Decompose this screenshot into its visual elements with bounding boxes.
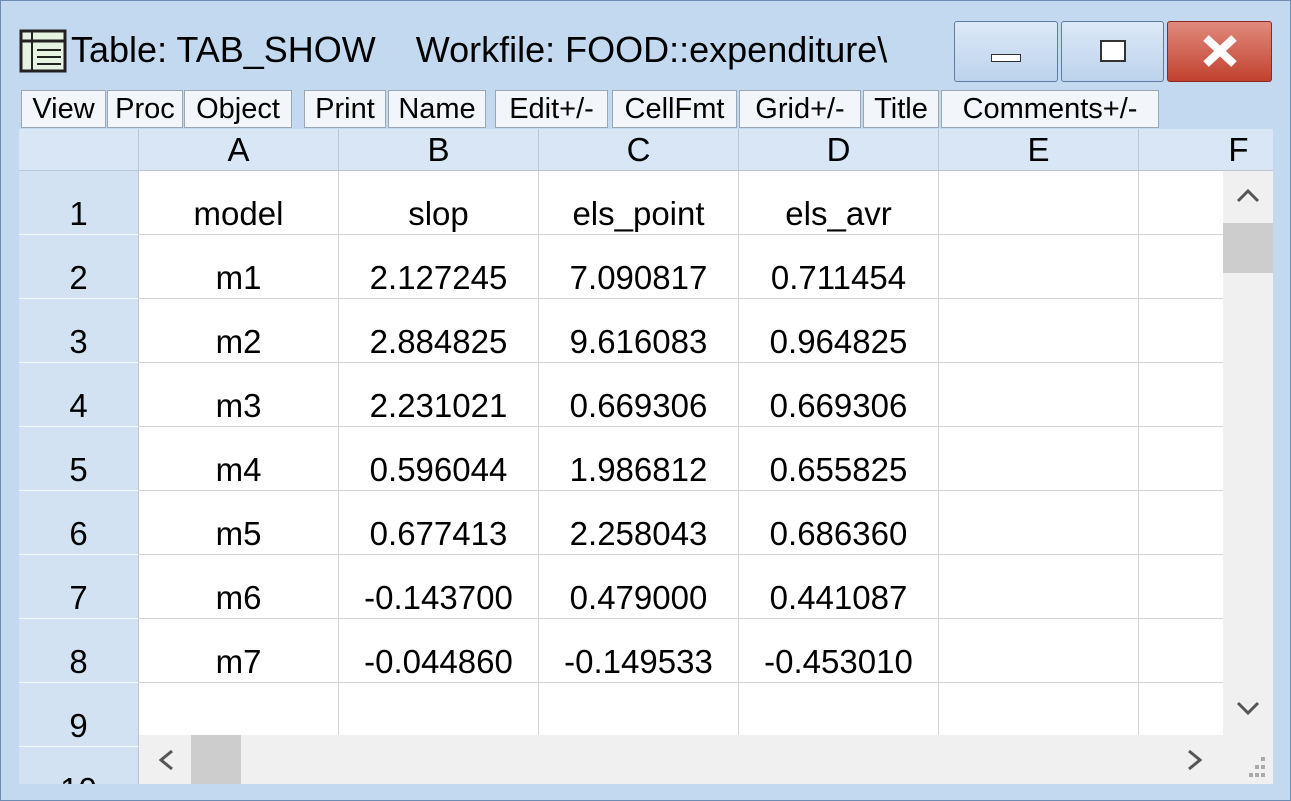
- toolbar-button[interactable]: Grid+/-: [739, 90, 861, 128]
- cell: 0.964825: [739, 299, 939, 363]
- row-header: 10: [19, 747, 139, 784]
- close-icon: [1168, 22, 1271, 81]
- cell: m2: [139, 299, 339, 363]
- cell: -0.044860: [339, 619, 539, 683]
- column-header: F: [1139, 129, 1273, 171]
- scroll-arrows[interactable]: [139, 735, 1223, 784]
- cell: 0.669306: [739, 363, 939, 427]
- corner-header: [19, 129, 139, 171]
- cell: 0.479000: [539, 555, 739, 619]
- cell: m6: [139, 555, 339, 619]
- cell: -0.149533: [539, 619, 739, 683]
- cell: 1.986812: [539, 427, 739, 491]
- cell: [939, 491, 1139, 555]
- toolbar-button[interactable]: Proc: [107, 90, 183, 128]
- row-header: 8: [19, 619, 139, 683]
- cell: m4: [139, 427, 339, 491]
- cell: 2.231021: [339, 363, 539, 427]
- cell: [939, 427, 1139, 491]
- row-header: 7: [19, 555, 139, 619]
- cell: 0.596044: [339, 427, 539, 491]
- toolbar-button[interactable]: Edit+/-: [495, 90, 608, 128]
- cell: 0.441087: [739, 555, 939, 619]
- cell: 0.655825: [739, 427, 939, 491]
- vertical-scrollbar[interactable]: [1223, 171, 1273, 735]
- toolbar-button[interactable]: View: [21, 90, 106, 128]
- cell: [939, 299, 1139, 363]
- window-title: Table: TAB_SHOW Workfile: FOOD::expendit…: [71, 29, 887, 71]
- row-header: 2: [19, 235, 139, 299]
- toolbar-button[interactable]: Comments+/-: [941, 90, 1159, 128]
- column-header: D: [739, 129, 939, 171]
- cell: 9.616083: [539, 299, 739, 363]
- column-header: A: [139, 129, 339, 171]
- cell: 0.677413: [339, 491, 539, 555]
- row-header: 9: [19, 683, 139, 747]
- cell: slop: [339, 171, 539, 235]
- cell: 0.669306: [539, 363, 739, 427]
- cell: [939, 363, 1139, 427]
- cell: 0.711454: [739, 235, 939, 299]
- spreadsheet-grid: ABCDEF 1modelslopels_pointels_avr 2m12.127…: [19, 129, 1273, 784]
- cell: [939, 235, 1139, 299]
- cell: 2.258043: [539, 491, 739, 555]
- cell: els_point: [539, 171, 739, 235]
- toolbar-button[interactable]: Title: [863, 90, 939, 128]
- row-header: 6: [19, 491, 139, 555]
- close-button[interactable]: [1167, 21, 1272, 82]
- cell: m7: [139, 619, 339, 683]
- cell: 2.127245: [339, 235, 539, 299]
- cell: [939, 619, 1139, 683]
- maximize-button[interactable]: [1061, 21, 1164, 82]
- cell: model: [139, 171, 339, 235]
- cell: -0.453010: [739, 619, 939, 683]
- toolbar-button[interactable]: Object: [184, 90, 292, 128]
- cell: m5: [139, 491, 339, 555]
- cell: m3: [139, 363, 339, 427]
- row-header: 1: [19, 171, 139, 235]
- cell: [939, 555, 1139, 619]
- cell: -0.143700: [339, 555, 539, 619]
- minimize-button[interactable]: [954, 21, 1058, 82]
- toolbar-button[interactable]: Name: [388, 90, 486, 128]
- row-header: 5: [19, 427, 139, 491]
- cell: els_avr: [739, 171, 939, 235]
- cell: 7.090817: [539, 235, 739, 299]
- cell: m1: [139, 235, 339, 299]
- cell: 0.686360: [739, 491, 939, 555]
- scroll-arrows[interactable]: [1223, 171, 1273, 735]
- table-icon: [19, 29, 69, 75]
- row-header: 4: [19, 363, 139, 427]
- column-header: E: [939, 129, 1139, 171]
- cell: [939, 171, 1139, 235]
- cell: 2.884825: [339, 299, 539, 363]
- column-header: B: [339, 129, 539, 171]
- row-header: 3: [19, 299, 139, 363]
- size-grip: [1223, 735, 1273, 784]
- column-header: C: [539, 129, 739, 171]
- toolbar-button[interactable]: Print: [304, 90, 386, 128]
- grip-dots: [1223, 735, 1273, 784]
- horizontal-scrollbar[interactable]: [139, 735, 1223, 784]
- toolbar-button[interactable]: CellFmt: [612, 90, 737, 128]
